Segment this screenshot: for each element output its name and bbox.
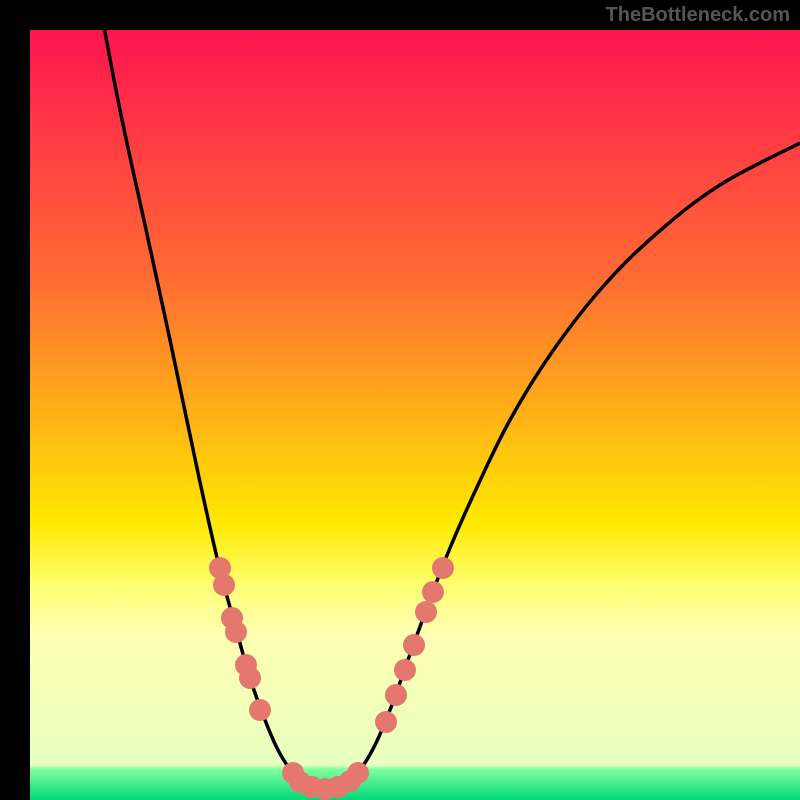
- bottleneck-curve: [99, 0, 800, 788]
- chart-svg: [0, 0, 800, 800]
- data-marker: [249, 699, 271, 721]
- data-marker: [403, 634, 425, 656]
- data-marker: [422, 581, 444, 603]
- data-marker: [394, 659, 416, 681]
- data-marker: [385, 684, 407, 706]
- data-marker: [213, 574, 235, 596]
- data-marker: [415, 601, 437, 623]
- data-marker: [239, 667, 261, 689]
- data-marker: [375, 711, 397, 733]
- watermark-text: TheBottleneck.com: [606, 4, 790, 27]
- data-marker: [225, 621, 247, 643]
- data-marker: [347, 762, 369, 784]
- data-marker: [432, 557, 454, 579]
